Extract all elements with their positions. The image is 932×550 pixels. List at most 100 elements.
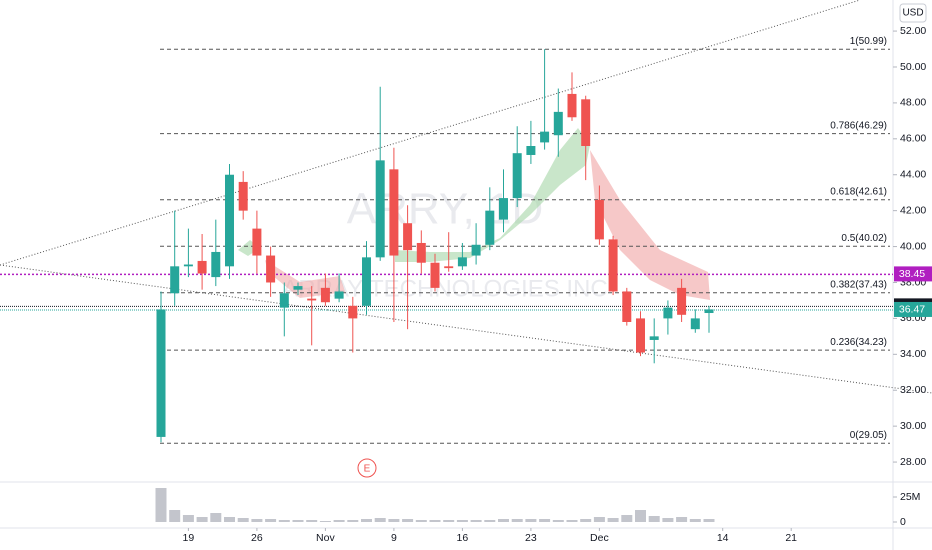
- candle-body: [677, 287, 687, 315]
- x-tick-label: 21: [785, 532, 797, 544]
- currency-box[interactable]: [899, 3, 927, 23]
- volume-bar: [210, 513, 222, 522]
- volume-bar: [182, 515, 194, 522]
- volume-bar: [196, 517, 208, 522]
- candle-body: [485, 210, 495, 245]
- earnings-label: E: [364, 464, 371, 475]
- ribbon-green: [395, 128, 590, 262]
- fib-label: 0.382(37.43): [830, 279, 887, 290]
- candle-body: [444, 266, 454, 269]
- fib-label: 0.236(34.23): [830, 337, 887, 348]
- volume-bar: [402, 519, 414, 522]
- candle-body: [499, 198, 508, 220]
- x-tick-label: Dec: [590, 532, 609, 544]
- volume-bar: [525, 519, 537, 522]
- candle-body: [553, 111, 563, 136]
- volume-bar: [648, 516, 660, 522]
- volume-bar: [361, 519, 372, 522]
- candle-body: [170, 266, 180, 294]
- volume-bar: [265, 519, 277, 522]
- volume-bar: [456, 520, 468, 522]
- volume-bar: [155, 488, 167, 522]
- candle-body: [279, 293, 289, 308]
- earnings-marker[interactable]: [357, 458, 377, 478]
- candle-body: [238, 181, 248, 211]
- candle-body: [389, 169, 399, 256]
- volume-bar: [511, 519, 523, 522]
- candle-body: [594, 199, 604, 240]
- y-tick-label: 40.00: [900, 240, 926, 252]
- y-tick-label: 52.00: [900, 25, 926, 37]
- candle-body: [636, 318, 645, 353]
- volume-bar: [593, 517, 605, 522]
- volume-bar: [484, 520, 496, 522]
- y-tick-label: 34.00: [900, 348, 926, 360]
- candle-body: [293, 286, 303, 290]
- y-tick-label: 32.00: [900, 384, 926, 396]
- candle-body: [197, 260, 207, 274]
- volume-bar: [662, 518, 674, 522]
- volume-bar: [415, 520, 427, 522]
- fib-label: 0(29.05): [850, 430, 887, 441]
- candle-body: [581, 99, 591, 147]
- price-label: 36.47: [899, 304, 925, 316]
- volume-bar: [552, 520, 564, 522]
- candle-body: [649, 336, 659, 340]
- candle-body: [252, 228, 262, 256]
- candle-body: [375, 160, 385, 258]
- candle-body: [211, 251, 221, 278]
- y-tick-label: 28.00: [900, 456, 926, 468]
- x-tick-label: 26: [251, 532, 263, 544]
- candle-body: [526, 146, 536, 155]
- volume-bar: [374, 518, 386, 522]
- trend-line: [0, 264, 932, 394]
- volume-bar: [621, 515, 633, 522]
- volume-bar: [635, 510, 646, 522]
- volume-bar: [278, 520, 290, 522]
- x-tick-label: 23: [525, 532, 537, 544]
- volume-bar: [566, 520, 578, 522]
- volume-bar: [689, 519, 701, 522]
- x-tick-label: 16: [457, 532, 469, 544]
- y-tick-label: 30.00: [900, 420, 926, 432]
- ribbon-red: [590, 150, 710, 300]
- candle-body: [512, 153, 522, 199]
- price-label-box: [894, 301, 932, 317]
- candle-body: [362, 257, 371, 306]
- volume-bar: [429, 520, 441, 522]
- y-tick-label: 42.00: [900, 204, 926, 216]
- volume-bar: [703, 519, 715, 522]
- candle-body: [457, 257, 467, 267]
- volume-bar: [306, 520, 318, 522]
- candle-body: [320, 287, 330, 303]
- candle-body: [403, 223, 413, 251]
- fib-label: 0.786(46.29): [830, 120, 887, 131]
- volume-bar: [607, 518, 619, 522]
- candle-body: [307, 298, 317, 301]
- candle-body: [183, 264, 193, 267]
- candle-body: [663, 307, 673, 319]
- currency: USD: [902, 8, 923, 19]
- volume-bar: [580, 519, 592, 522]
- volume-tick-label: 25M: [900, 491, 920, 503]
- volume-bar: [539, 519, 551, 522]
- volume-tick-label: 0: [900, 516, 906, 528]
- volume-bar: [319, 521, 331, 522]
- y-tick-label: 48.00: [900, 97, 926, 109]
- volume-bar: [237, 518, 249, 522]
- volume-bar: [676, 517, 688, 522]
- x-tick-label: 19: [183, 532, 195, 544]
- volume-bar: [498, 519, 509, 522]
- price-label: 38.45: [899, 268, 925, 280]
- volume-bar: [333, 520, 345, 522]
- candle-body: [348, 305, 358, 319]
- volume-bar: [347, 520, 359, 522]
- y-tick-label: 46.00: [900, 133, 926, 145]
- fib-label: 1(50.99): [850, 36, 887, 47]
- candle-body: [471, 244, 481, 256]
- candle-body: [225, 174, 234, 267]
- y-tick-label: 50.00: [900, 61, 926, 73]
- volume-bar: [443, 520, 455, 522]
- candle-body: [156, 309, 166, 437]
